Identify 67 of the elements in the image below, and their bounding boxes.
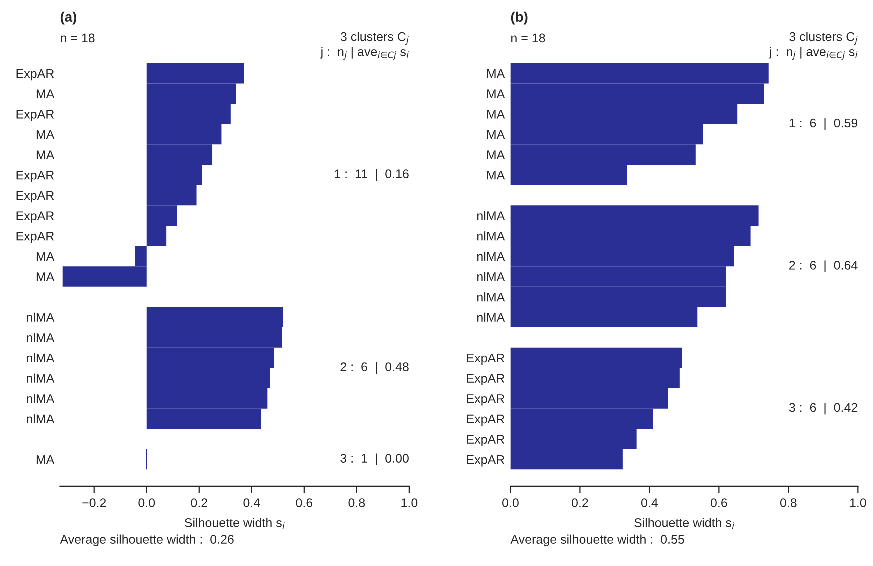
text: j : n$_{j}$ | ave$_{i∈Cj}$ s$_{i}$ [769, 47, 858, 60]
x-tick-label: 0.8 [780, 498, 797, 508]
x-tick-label: 0.8 [348, 498, 366, 508]
x-tick-label: 0.4 [244, 498, 260, 508]
annotation: 2 : 6 | 0.64 [790, 260, 858, 272]
x-tick-label: 0.0 [138, 498, 156, 508]
y-tick-label: ExpAR [467, 354, 505, 366]
text: Average silhouette width : 0.55 [510, 534, 684, 546]
annotation: 1 : 11 | 0.16 [335, 169, 409, 181]
y-tick-label: ExpAR [467, 374, 505, 386]
y-tick-label: nlMA [478, 252, 506, 261]
y-tick-label: MA [487, 130, 506, 140]
chart-title: (b) [511, 12, 528, 25]
y-tick-label: MA [487, 171, 506, 180]
y-tick-label: MA [36, 150, 55, 160]
y-tick-label: nlMA [27, 353, 55, 363]
chart-subtitle: n = 18 [512, 34, 546, 43]
y-tick-label: nlMA [27, 333, 55, 342]
y-tick-label: MA [36, 130, 55, 140]
y-tick-label: nlMA [27, 312, 55, 322]
y-tick-label: MA [487, 150, 506, 160]
y-tick-label: nlMA [478, 272, 506, 282]
annotation: 2 : 6 | 0.48 [340, 362, 409, 374]
x-tick-label: 0.6 [710, 498, 728, 508]
text: 3 clusters C$_{j}$ [790, 32, 858, 46]
y-tick-label: MA [487, 90, 506, 98]
y-tick-label: ExpAR [467, 435, 505, 446]
y-tick-label: nlMA [478, 232, 506, 241]
y-tick-label: ExpAR [16, 191, 54, 203]
y-tick-label: ExpAR [16, 69, 54, 81]
y-tick-label: MA [36, 272, 55, 282]
x-tick-label: 0.6 [296, 498, 313, 508]
text: Average silhouette width : 0.26 [60, 534, 234, 546]
x-tick-label: 0.2 [572, 498, 588, 508]
chart-title: (a) [60, 12, 77, 25]
x-axis-title: Silhouette width s$_{i}$ [184, 518, 285, 530]
x-axis-title: Silhouette width s$_{i}$ [634, 518, 734, 530]
y-tick-label: MA [36, 90, 55, 98]
x-tick-label: −0.2 [82, 498, 106, 508]
y-tick-label: ExpAR [467, 394, 505, 406]
text: 3 clusters C$_{j}$ [340, 32, 409, 46]
y-tick-label: MA [487, 69, 506, 78]
y-tick-label: ExpAR [467, 456, 505, 467]
y-tick-label: nlMA [478, 292, 506, 302]
y-tick-label: ExpAR [16, 110, 54, 122]
y-tick-label: ExpAR [16, 171, 54, 182]
x-tick-label: 1.0 [850, 498, 866, 508]
y-tick-label: MA [36, 456, 55, 464]
y-tick-label: nlMA [27, 394, 55, 404]
text: j : n$_{j}$ | ave$_{i∈Cj}$ s$_{i}$ [320, 47, 409, 60]
x-tick-label: 0.0 [502, 498, 519, 508]
y-tick-label: nlMA [478, 312, 506, 322]
y-tick-label: ExpAR [467, 414, 505, 426]
annotation: 1 : 6 | 0.59 [790, 118, 858, 130]
y-tick-label: nlMA [478, 211, 506, 220]
y-tick-label: MA [36, 252, 55, 261]
annotation: 3 : 6 | 0.42 [789, 402, 858, 415]
y-tick-label: ExpAR [16, 232, 54, 244]
chart-subtitle: n = 18 [61, 34, 95, 43]
y-tick-label: nlMA [27, 374, 55, 383]
x-tick-label: 0.2 [191, 498, 208, 508]
annotation: 3 : 1 | 0.00 [340, 454, 409, 466]
x-tick-label: 1.0 [402, 498, 418, 508]
y-tick-label: ExpAR [16, 212, 54, 223]
x-tick-label: 0.4 [641, 498, 658, 508]
y-tick-label: MA [487, 110, 506, 119]
y-tick-label: nlMA [27, 414, 55, 424]
